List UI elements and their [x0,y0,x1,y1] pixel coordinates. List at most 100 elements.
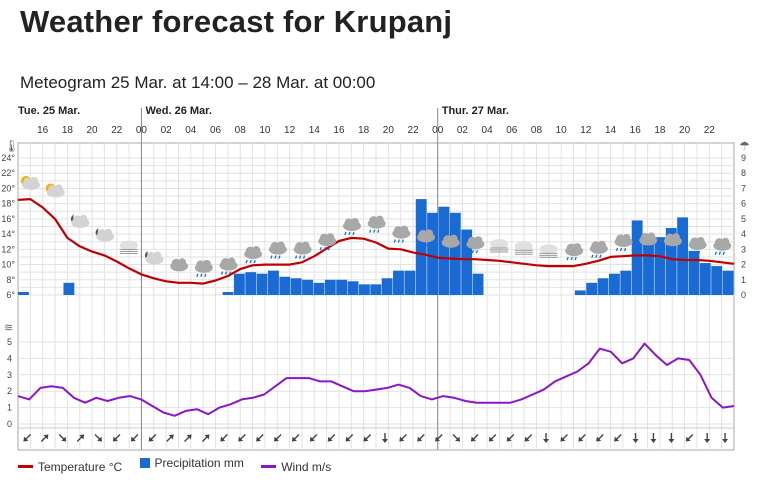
arrow-head [168,434,174,440]
precipitation-bar [427,212,439,295]
wind-direction-arrow [524,433,533,442]
wind-direction-arrow [578,433,586,442]
arrow-head [632,439,639,443]
rain-drop [673,246,676,251]
rain-icon [466,236,485,254]
rain-icon [244,246,263,264]
precipitation-tick-label: 5 [741,214,746,224]
arrow-head [112,436,118,442]
cloudy-icon [170,258,189,272]
rain-icon [318,233,337,251]
rain-drop [196,273,199,278]
hour-tick-label: 12 [580,125,592,136]
hour-tick-label: 18 [358,125,370,136]
rain-drop [426,243,429,247]
rain-icon [194,259,213,278]
precipitation-bar [233,273,245,295]
precipitation-bar [472,273,484,295]
wind-tick-label: 3 [7,370,12,380]
partly-cloudy-night-icon [95,226,115,242]
precipitation-tick-label: 8 [741,168,746,178]
wind-direction-arrow [668,433,675,443]
hour-tick-label: 08 [531,125,543,136]
hour-tick-label: 12 [284,125,296,136]
cloud-shape [119,240,138,251]
wind-direction-arrow [274,433,282,442]
temperature-tick-label: 6° [6,290,15,300]
rain-drop [249,259,252,264]
precipitation-bar [688,250,700,295]
hour-tick-label: 22 [704,125,716,136]
wind-direction-arrow [345,433,354,442]
precipitation-bar [336,279,348,295]
precipitation-bar [461,229,473,295]
wind-direction-arrow [148,433,157,442]
rain-drop [623,247,627,252]
rain-icon [688,236,707,255]
legend-wind-swatch [261,465,277,468]
wind-direction-arrow [381,433,388,443]
wind-direction-arrow [94,433,103,442]
hour-tick-label: 20 [383,125,395,136]
arrow-head [256,436,262,442]
rain-drop [648,246,651,250]
hour-tick-label: 16 [37,125,49,136]
arrow-head [363,436,369,442]
day-label: Wed. 26 Mar. [145,105,211,117]
temperature-line [17,198,735,285]
precipitation-bar [222,291,234,295]
rain-drop [369,229,372,233]
legend-wind: Wind m/s [261,460,331,474]
arrow-head [204,434,210,440]
rain-drop [327,246,330,251]
temperature-tick-label: 10° [1,260,15,270]
precipitation-bar [324,279,336,295]
rain-drop [245,259,248,264]
cloud-puff [104,228,113,237]
temperature-tick-label: 22° [1,168,15,178]
legend-precipitation-label: Precipitation mm [154,456,244,470]
cloud-puff [696,236,705,245]
wind-tick-label: 5 [7,337,12,347]
partly-cloudy-day-icon [45,183,65,198]
rain-drop [619,247,623,252]
rain-drop [644,246,647,250]
precipitation-bar [586,282,598,295]
rain-drop [200,273,203,278]
legend-temperature-label: Temperature °C [38,459,123,474]
arrow-head [506,436,512,442]
wind-direction-arrow [327,433,336,442]
rain-drop [718,251,721,255]
arrow-head [704,439,711,443]
cloud-puff [227,257,236,266]
precipitation-bar [699,263,711,295]
rain-icon [342,217,361,236]
cloud-puff [252,246,261,255]
cloud-puff [375,215,384,224]
hour-tick-label: 06 [210,125,222,136]
rain-drop [294,255,298,259]
wind-direction-arrow [722,433,729,443]
wind-direction-arrow [309,433,318,442]
temperature-tick-label: 18° [1,199,15,209]
thermometer-icon: 🌡 [4,139,19,153]
cloud-puff [153,251,162,260]
hour-tick-label: 14 [605,125,617,136]
page-title: Weather forecast for Krupanj [20,4,453,39]
legend-temperature: Temperature °C [18,460,122,474]
wind-direction-arrow [435,433,443,442]
rain-drop [352,231,355,236]
fog-icon [514,241,533,255]
precipitation-bar [370,284,382,295]
precipitation-tick-label: 9 [741,153,746,163]
wind-direction-arrow [130,433,139,442]
precipitation-bar [597,278,609,295]
rain-drop [397,239,400,243]
chart-subtitle: Meteogram 25 Mar. at 14:00 – 28 Mar. at … [20,73,376,92]
cloud-puff [597,240,606,249]
precipitation-bar [631,220,643,295]
cloud-puff [350,217,359,226]
wind-direction-arrow [76,434,85,443]
wind-direction-arrow [58,433,67,442]
precipitation-bar [608,273,620,295]
